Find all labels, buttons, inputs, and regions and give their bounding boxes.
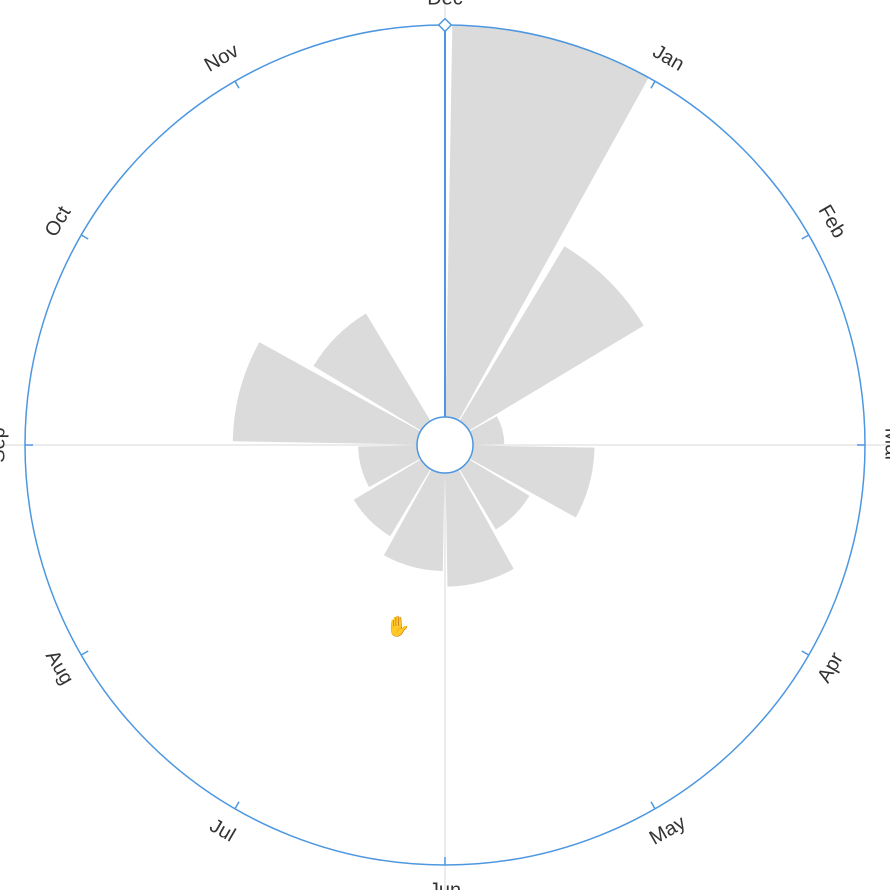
month-label-sep: Sep [0,427,9,463]
polar-bar-chart[interactable]: JanFebMarAprMayJunJulAugSepOctNovDec [0,0,890,890]
polar-chart-container: JanFebMarAprMayJunJulAugSepOctNovDec ✋ [0,0,890,890]
month-label-dec: Dec [427,0,463,9]
month-label-mar: Mar [881,428,890,463]
month-label-jun: Jun [429,879,461,890]
inner-ring [417,417,473,473]
